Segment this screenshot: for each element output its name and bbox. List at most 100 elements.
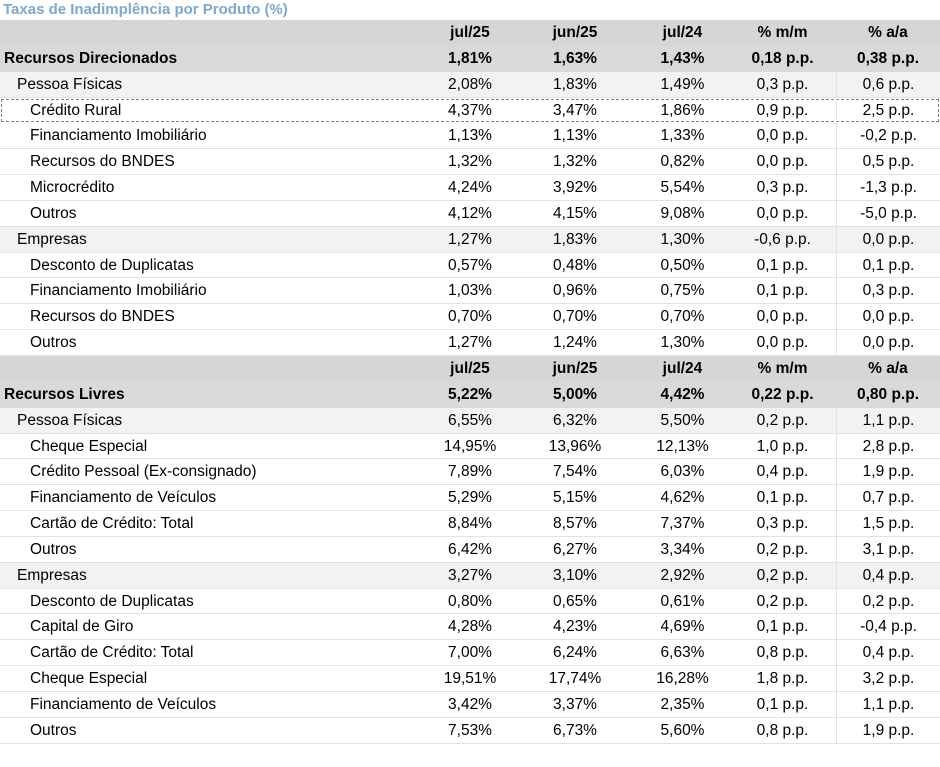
mom-change-cell: 0,3 p.p.	[756, 515, 809, 533]
product-row: Crédito Rural 4,37% 3,47% 1,86% 0,9 p.p. 2,5 …	[0, 97, 940, 124]
product-row: Cartão de Crédito: Total 7,00% 6,24% 6,63% 0…	[0, 640, 940, 667]
jul24-cell: 4,42%	[660, 385, 705, 403]
jul25-cell: jul/25	[450, 359, 490, 377]
jun25-cell: jun/25	[552, 24, 598, 41]
jul25-cell: 5,22%	[448, 385, 492, 403]
jul24-cell: 0,75%	[660, 282, 705, 300]
jul25-cell: 19,51%	[443, 670, 497, 688]
product-row: Outros 6,42% 6,27% 3,34% 0,2 p.p. 3,1 p.p.	[0, 536, 940, 563]
row-label-cell: Financiamento de Veículos	[30, 489, 217, 507]
jun25-cell: 13,96%	[548, 437, 602, 455]
jun25-cell: 0,96%	[553, 282, 597, 300]
product-row: Financiamento de Veículos 5,29% 5,15% 4,62%…	[0, 485, 940, 512]
mom-change-cell: 0,0 p.p.	[756, 153, 809, 171]
mom-change-cell: 0,22 p.p.	[751, 385, 814, 403]
yoy-change-cell: 2,5 p.p.	[836, 97, 940, 124]
yoy-change-cell: 0,2 p.p.	[836, 588, 940, 614]
yoy-change-cell: 0,0 p.p.	[836, 226, 940, 252]
mom-change-cell: 0,2 p.p.	[756, 566, 809, 584]
jul25-cell: 6,55%	[448, 411, 492, 429]
row-label-cell: Cartão de Crédito: Total	[30, 515, 194, 533]
mom-change-cell: 0,2 p.p.	[756, 411, 809, 429]
jun25-cell: 1,13%	[553, 127, 597, 145]
product-row: Financiamento Imobiliário 1,13% 1,13% 1,33%…	[0, 123, 940, 150]
row-label-cell: Pessoa Físicas	[17, 75, 123, 93]
jul25-cell: 8,84%	[448, 515, 492, 533]
jun25-cell: 5,00%	[553, 385, 597, 403]
jul24-cell: 0,82%	[660, 153, 705, 171]
jul25-cell: 7,00%	[448, 644, 492, 662]
jul24-cell: 9,08%	[660, 204, 705, 222]
row-label-cell	[0, 356, 430, 382]
jul24-cell: 0,50%	[660, 256, 705, 274]
row-label-cell: Financiamento Imobiliário	[30, 282, 207, 300]
category-row: Pessoa Físicas 6,55% 6,32% 5,50% 0,2 p.p. 1,1…	[0, 407, 940, 434]
yoy-change-cell: -0,2 p.p.	[836, 123, 940, 149]
jul25-cell: 2,08%	[448, 75, 492, 93]
yoy-change-cell: 1,1 p.p.	[836, 407, 940, 433]
jul25-cell: 0,80%	[448, 592, 492, 610]
jul25-cell: 0,57%	[448, 256, 492, 274]
mom-change-cell: 0,1 p.p.	[756, 695, 809, 713]
mom-change-cell: 0,3 p.p.	[756, 75, 809, 93]
jun25-cell: 1,63%	[553, 49, 597, 67]
mom-change-cell: 0,1 p.p.	[756, 489, 809, 507]
category-row: Pessoa Físicas 2,08% 1,83% 1,49% 0,3 p.p. 0,6…	[0, 71, 940, 98]
jun25-cell: 6,32%	[553, 411, 597, 429]
jun25-cell: 6,73%	[553, 721, 597, 739]
yoy-change-cell: 0,4 p.p.	[836, 562, 940, 588]
mom-change-cell: 0,8 p.p.	[756, 644, 809, 662]
jul25-cell: 14,95%	[443, 437, 497, 455]
row-label-cell: Desconto de Duplicatas	[30, 256, 194, 274]
table-title: Taxas de Inadimplência por Produto (%)	[3, 1, 288, 18]
product-row: Crédito Pessoal (Ex-consignado) 7,89% 7,54…	[0, 459, 940, 486]
row-label-cell: Recursos do BNDES	[30, 153, 175, 171]
row-label-cell: Cheque Especial	[30, 670, 148, 688]
row-label-cell: Capital de Giro	[30, 618, 134, 636]
jun25-cell: 0,65%	[553, 592, 597, 610]
yoy-change-cell: 1,9 p.p.	[836, 717, 940, 743]
product-row: Microcrédito 4,24% 3,92% 5,54% 0,3 p.p. -1,3 …	[0, 175, 940, 201]
jun25-cell: 6,27%	[553, 540, 597, 558]
jul25-cell: 7,89%	[448, 463, 492, 481]
delinquency-table: jul/25 jun/25 jul/24 % m/m % a/a Recursos Dir…	[0, 20, 940, 744]
mom-change-cell: 1,8 p.p.	[756, 670, 809, 688]
yoy-change-cell: 0,7 p.p.	[836, 485, 940, 511]
jul24-cell: 5,60%	[660, 721, 705, 739]
yoy-change-cell: 0,4 p.p.	[836, 640, 940, 666]
row-label-cell: Recursos do BNDES	[30, 308, 175, 326]
jul24-cell: 4,62%	[660, 489, 705, 507]
jul25-cell: 4,24%	[448, 179, 492, 197]
yoy-change-cell: 2,8 p.p.	[836, 433, 940, 459]
mom-change-cell: 0,3 p.p.	[756, 179, 809, 197]
product-row: Desconto de Duplicatas 0,57% 0,48% 0,50% 0,1…	[0, 252, 940, 279]
yoy-change-cell: -5,0 p.p.	[836, 200, 940, 226]
jul24-cell: 1,49%	[660, 75, 705, 93]
product-row: Outros 7,53% 6,73% 5,60% 0,8 p.p. 1,9 p.p.	[0, 717, 940, 744]
jul24-cell: jul/24	[662, 24, 703, 41]
yoy-change-cell: 3,2 p.p.	[836, 666, 940, 691]
jul25-cell: 3,27%	[448, 566, 492, 584]
mom-change-cell: 0,1 p.p.	[756, 256, 809, 274]
mom-change-cell: -0,6 p.p.	[754, 230, 811, 248]
mom-change-cell: 0,9 p.p.	[756, 101, 809, 119]
jul25-cell: jul/25	[450, 24, 490, 41]
row-label-cell: Empresas	[17, 230, 87, 248]
jul24-cell: 1,33%	[660, 127, 705, 145]
jun25-cell: 4,15%	[553, 204, 597, 222]
mom-change-cell: 0,1 p.p.	[756, 618, 809, 636]
row-label-cell: Financiamento Imobiliário	[30, 127, 207, 145]
jun25-cell: 5,15%	[553, 489, 597, 507]
product-row: Outros 1,27% 1,24% 1,30% 0,0 p.p. 0,0 p.p.	[0, 330, 940, 356]
yoy-change-cell: 0,80 p.p.	[856, 385, 920, 403]
jul25-cell: 1,81%	[448, 49, 492, 67]
row-label-cell: Pessoa Físicas	[17, 411, 123, 429]
mom-change-cell: 1,0 p.p.	[756, 437, 809, 455]
jul24-cell: 3,34%	[660, 540, 705, 558]
jul25-cell: 3,42%	[448, 695, 492, 713]
product-row: Financiamento Imobiliário 1,03% 0,96% 0,75%…	[0, 278, 940, 305]
jul24-cell: 6,63%	[660, 644, 705, 662]
jul25-cell: 1,13%	[448, 127, 492, 145]
row-label-cell: Desconto de Duplicatas	[30, 592, 194, 610]
jul25-cell: 4,12%	[448, 204, 492, 222]
